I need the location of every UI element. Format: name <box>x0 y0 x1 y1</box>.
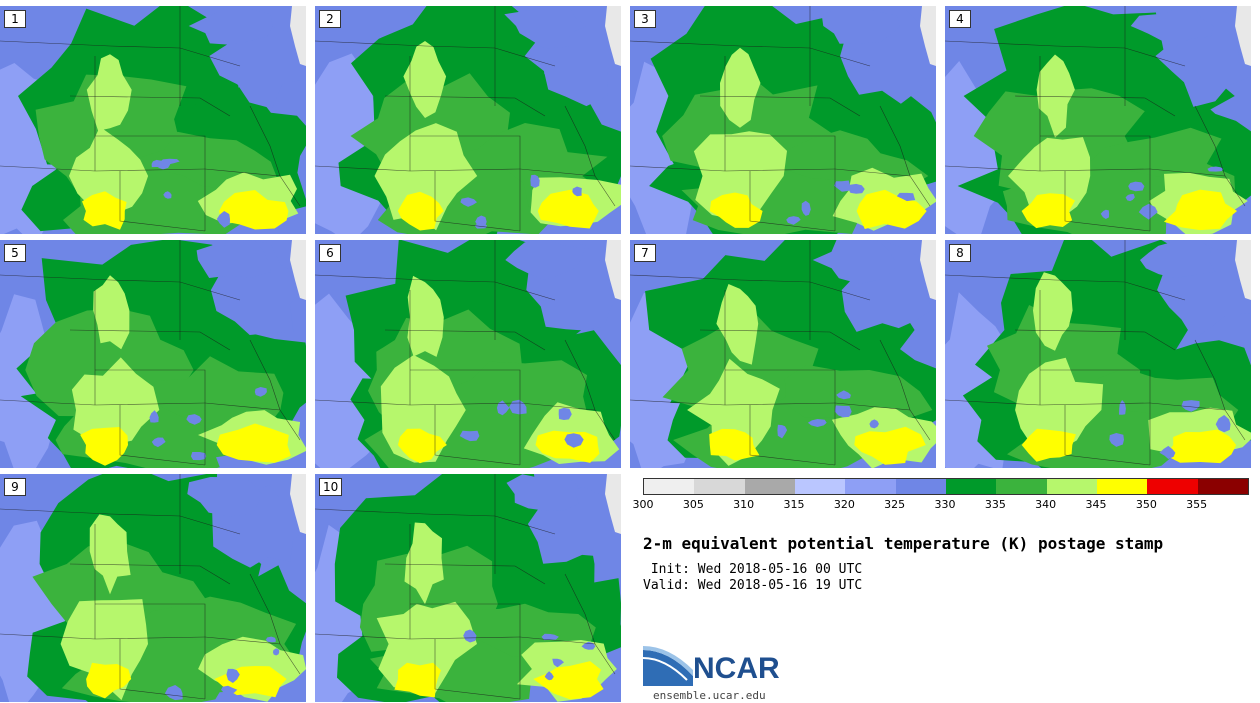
colorbar-tick-label: 350 <box>1135 498 1157 511</box>
member-map-10 <box>315 474 621 702</box>
member-panel-2[interactable]: 2 <box>315 6 621 234</box>
colorbar-tick-label: 325 <box>884 498 906 511</box>
member-map-2 <box>315 6 621 234</box>
ensemble-url[interactable]: ensemble.ucar.edu <box>653 689 766 702</box>
panel-label-8: 8 <box>949 244 971 262</box>
colorbar-swatch <box>1197 479 1248 494</box>
panel-label-6: 6 <box>319 244 341 262</box>
colorbar-swatch <box>945 479 997 494</box>
member-map-6 <box>315 240 621 468</box>
colorbar-tick-label: 320 <box>833 498 855 511</box>
colorbar-tick-label: 305 <box>682 498 704 511</box>
colorbar-tick-label: 315 <box>783 498 805 511</box>
member-panel-4[interactable]: 4 <box>945 6 1251 234</box>
valid-time: Valid: Wed 2018-05-16 19 UTC <box>643 578 863 593</box>
colorbar-swatch <box>1147 479 1198 494</box>
colorbar-swatch <box>794 479 846 494</box>
panel-label-2: 2 <box>319 10 341 28</box>
colorbar-ticks: 300 305 310 315 320 325 330 335 340 345 350 355 <box>633 498 1247 514</box>
init-time: Init: Wed 2018-05-16 00 UTC <box>643 562 863 577</box>
member-map-9 <box>0 474 306 702</box>
colorbar-tick-label: 300 <box>632 498 654 511</box>
colorbar-swatch <box>996 479 1047 494</box>
member-map-8 <box>945 240 1251 468</box>
colorbar-swatch <box>895 479 946 494</box>
colorbar-tick-label: 340 <box>1035 498 1057 511</box>
colorbar-swatch <box>644 479 695 494</box>
panel-label-3: 3 <box>634 10 656 28</box>
member-panel-10[interactable]: 10 <box>315 474 621 702</box>
colorbar-swatch <box>1096 479 1148 494</box>
time-info: Init: Wed 2018-05-16 00 UTC Valid: Wed 2… <box>643 562 862 594</box>
member-map-4 <box>945 6 1251 234</box>
member-map-1 <box>0 6 306 234</box>
colorbar-tick-label: 310 <box>733 498 755 511</box>
panel-label-4: 4 <box>949 10 971 28</box>
colorbar-swatch <box>845 479 896 494</box>
member-panel-1[interactable]: 1 <box>0 6 306 234</box>
colorbar-tick-label: 330 <box>934 498 956 511</box>
panel-label-10: 10 <box>319 478 343 496</box>
member-panel-9[interactable]: 9 <box>0 474 306 702</box>
colorbar-swatch <box>1046 479 1097 494</box>
member-panel-8[interactable]: 8 <box>945 240 1251 468</box>
colorbar-tick-label: 335 <box>984 498 1006 511</box>
member-map-5 <box>0 240 306 468</box>
ncar-swoosh-icon <box>643 646 693 686</box>
panel-label-9: 9 <box>4 478 26 496</box>
panel-label-1: 1 <box>4 10 26 28</box>
ncar-logo[interactable]: NCAR <box>643 646 793 688</box>
member-panel-7[interactable]: 7 <box>630 240 936 468</box>
colorbar-tick-label: 355 <box>1186 498 1208 511</box>
plot-title: 2-m equivalent potential temperature (K)… <box>643 534 1164 553</box>
member-panel-3[interactable]: 3 <box>630 6 936 234</box>
member-map-3 <box>630 6 936 234</box>
colorbar-swatch <box>744 479 795 494</box>
panel-label-7: 7 <box>634 244 656 262</box>
member-panel-6[interactable]: 6 <box>315 240 621 468</box>
colorbar-tick-label: 345 <box>1085 498 1107 511</box>
colorbar <box>643 478 1249 495</box>
panel-label-5: 5 <box>4 244 26 262</box>
colorbar-swatch <box>694 479 745 494</box>
ncar-logo-text: NCAR <box>693 652 780 685</box>
member-map-7 <box>630 240 936 468</box>
member-panel-5[interactable]: 5 <box>0 240 306 468</box>
